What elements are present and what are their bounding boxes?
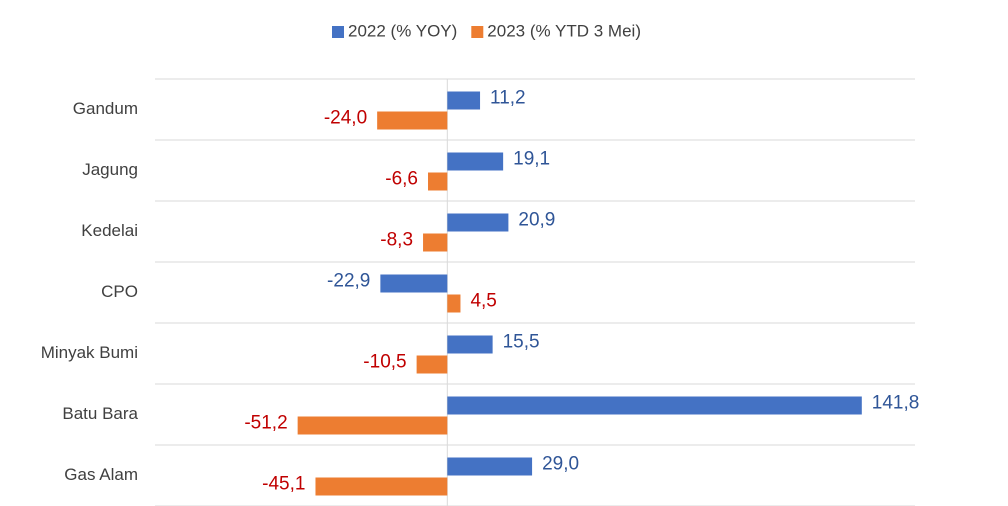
bar xyxy=(447,213,509,232)
legend-swatch xyxy=(471,26,484,38)
value-label: 141,8 xyxy=(872,393,920,414)
bar xyxy=(447,396,862,415)
value-label: 4,5 xyxy=(470,291,496,312)
legend-swatch xyxy=(332,26,344,38)
legend-label: 2023 (% YTD 3 Mei) xyxy=(487,21,641,40)
bar xyxy=(423,233,448,252)
value-label: -51,2 xyxy=(244,413,287,434)
value-label: 20,9 xyxy=(518,210,555,231)
y-tick-label: Gandum xyxy=(73,99,138,118)
bar xyxy=(428,172,448,191)
value-label: 11,2 xyxy=(490,88,526,109)
bar xyxy=(377,111,448,130)
legend-label: 2022 (% YOY) xyxy=(348,21,457,40)
value-label: -45,1 xyxy=(262,474,305,495)
y-tick-label: CPO xyxy=(101,282,138,301)
bar xyxy=(447,91,481,110)
value-label: -10,5 xyxy=(363,352,406,373)
bar xyxy=(297,416,448,435)
value-label: 19,1 xyxy=(513,149,550,170)
bar xyxy=(447,335,493,354)
bar xyxy=(447,152,504,171)
y-tick-label: Minyak Bumi xyxy=(41,343,138,362)
value-label: -24,0 xyxy=(324,108,367,129)
value-label: -8,3 xyxy=(380,230,413,251)
value-label: 15,5 xyxy=(503,332,540,353)
value-label: -22,9 xyxy=(327,271,370,292)
bar xyxy=(447,457,533,476)
bar xyxy=(447,294,461,313)
value-label: -6,6 xyxy=(385,169,418,190)
y-tick-label: Kedelai xyxy=(81,221,138,240)
y-tick-label: Batu Bara xyxy=(62,404,138,423)
value-label: 29,0 xyxy=(542,454,579,475)
bar xyxy=(315,477,448,496)
y-tick-label: Gas Alam xyxy=(64,465,138,484)
bar xyxy=(416,355,448,374)
y-tick-label: Jagung xyxy=(82,160,138,179)
bar xyxy=(380,274,448,293)
